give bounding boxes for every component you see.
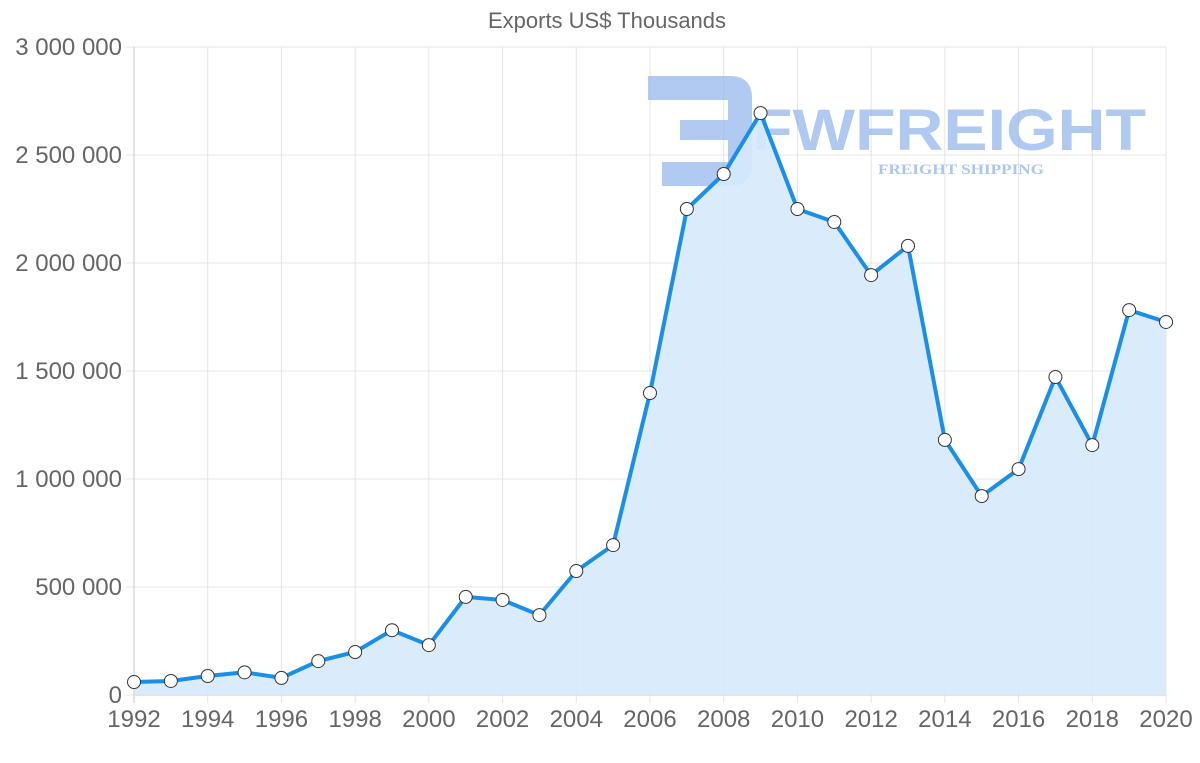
y-tick-label: 500 000 — [35, 574, 122, 601]
x-tick-label: 1996 — [255, 706, 308, 733]
data-point-2014[interactable] — [937, 432, 952, 447]
fwfreight-logo-icon — [648, 76, 752, 186]
data-point-2007[interactable] — [679, 202, 694, 216]
data-point-2018[interactable] — [1085, 438, 1100, 453]
data-points — [127, 106, 1173, 690]
watermark-brand: FWFREIGHT — [752, 98, 1146, 163]
data-point-2009[interactable] — [753, 106, 768, 121]
x-tick-label: 2020 — [1139, 706, 1192, 733]
x-axis-ticks: 1992 1994 1996 1998 2000 2002 2004 2006 2008 2010… — [107, 706, 1192, 733]
x-tick-label: 2016 — [992, 706, 1045, 733]
y-tick-label: 2 500 000 — [15, 142, 122, 169]
data-point-2011[interactable] — [827, 214, 842, 229]
data-point-1997[interactable] — [311, 654, 326, 669]
x-tick-label: 2008 — [697, 706, 750, 733]
data-point-2016[interactable] — [1011, 462, 1026, 477]
data-point-1995[interactable] — [237, 665, 252, 680]
data-point-2010[interactable] — [790, 202, 805, 216]
data-point-2013[interactable] — [901, 238, 915, 253]
y-tick-label: 1 000 000 — [15, 466, 122, 493]
x-tick-label: 2004 — [550, 706, 603, 733]
data-point-2019[interactable] — [1122, 303, 1137, 318]
x-tick-label: 1994 — [181, 706, 234, 733]
x-tick-label: 2012 — [844, 706, 897, 733]
data-point-1998[interactable] — [348, 645, 363, 660]
data-point-2003[interactable] — [532, 608, 547, 623]
data-point-2001[interactable] — [458, 589, 473, 604]
area-fill — [134, 113, 1166, 695]
data-point-1999[interactable] — [385, 623, 399, 638]
data-point-2008[interactable] — [716, 167, 731, 182]
data-point-1996[interactable] — [274, 670, 289, 685]
x-tick-label: 2002 — [476, 706, 529, 733]
data-point-2006[interactable] — [643, 386, 657, 401]
y-tick-label: 1 500 000 — [15, 358, 122, 385]
data-point-2005[interactable] — [606, 538, 621, 553]
y-tick-label: 3 000 000 — [15, 34, 122, 61]
x-tick-label: 1992 — [107, 706, 160, 733]
chart-title: Exports US$ Thousands — [487, 8, 727, 33]
y-axis-ticks: 0 500 000 1 000 000 1 500 000 2 000 000 2 500… — [15, 34, 122, 709]
x-tick-label: 2014 — [918, 706, 971, 733]
data-point-2012[interactable] — [864, 268, 879, 283]
data-point-1993[interactable] — [163, 673, 178, 688]
fwfreight-watermark: FWFREIGHT FREIGHT SHIPPING — [648, 76, 1146, 186]
x-tick-label: 2010 — [771, 706, 824, 733]
x-tick-label: 2000 — [402, 706, 455, 733]
data-point-2002[interactable] — [495, 592, 510, 607]
data-point-2000[interactable] — [421, 638, 436, 653]
data-point-2015[interactable] — [974, 489, 989, 504]
data-point-2017[interactable] — [1048, 370, 1063, 385]
data-point-1992[interactable] — [127, 675, 141, 690]
x-tick-label: 2018 — [1066, 706, 1119, 733]
watermark-tagline: FREIGHT SHIPPING — [878, 162, 1044, 178]
data-point-2004[interactable] — [569, 564, 584, 579]
y-tick-label: 0 — [109, 682, 122, 709]
x-tick-label: 1998 — [328, 706, 381, 733]
data-point-2020[interactable] — [1159, 314, 1173, 329]
x-tick-label: 2006 — [623, 706, 676, 733]
data-point-1994[interactable] — [200, 668, 215, 683]
y-tick-label: 2 000 000 — [15, 250, 122, 277]
